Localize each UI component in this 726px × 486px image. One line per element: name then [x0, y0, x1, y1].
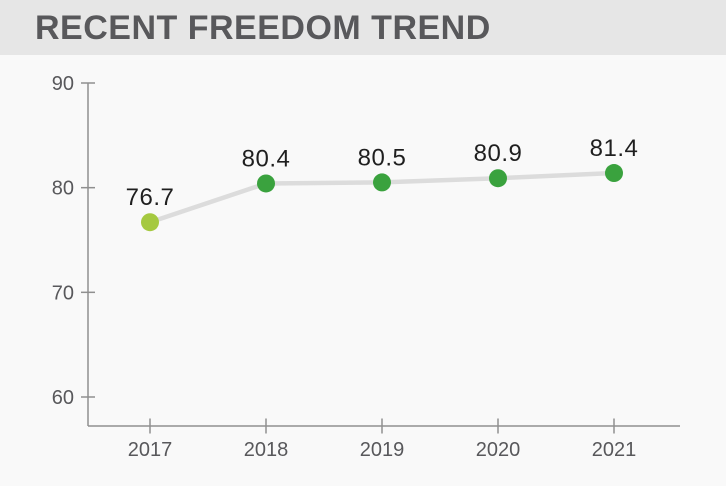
data-point-label: 80.4	[242, 145, 291, 172]
data-point	[257, 174, 275, 193]
data-point	[141, 213, 159, 232]
x-tick-label: 2019	[360, 439, 405, 461]
y-tick-label: 70	[52, 282, 74, 304]
data-point	[373, 173, 391, 192]
data-point-label: 76.7	[126, 184, 175, 211]
y-tick-label: 60	[52, 387, 74, 409]
x-tick-label: 2017	[128, 439, 173, 461]
title-bar: RECENT FREEDOM TREND	[0, 0, 726, 55]
data-point	[489, 169, 507, 188]
data-point-label: 80.5	[358, 144, 407, 171]
chart-area: 90 80 70 60 2017 2018 2019 2020 2021 76.7 80.4 80.5…	[0, 55, 726, 486]
y-tick-label: 90	[52, 73, 74, 95]
data-point	[605, 164, 623, 183]
x-tick-label: 2018	[244, 439, 289, 461]
x-tick-label: 2020	[476, 439, 521, 461]
freedom-trend-chart: 90 80 70 60 2017 2018 2019 2020 2021 76.7 80.4 80.5…	[52, 73, 680, 461]
data-point-label: 80.9	[474, 140, 523, 167]
y-tick-label: 80	[52, 178, 74, 200]
chart-title: RECENT FREEDOM TREND	[35, 8, 491, 47]
data-point-label: 81.4	[590, 135, 639, 162]
x-tick-label: 2021	[592, 439, 637, 461]
